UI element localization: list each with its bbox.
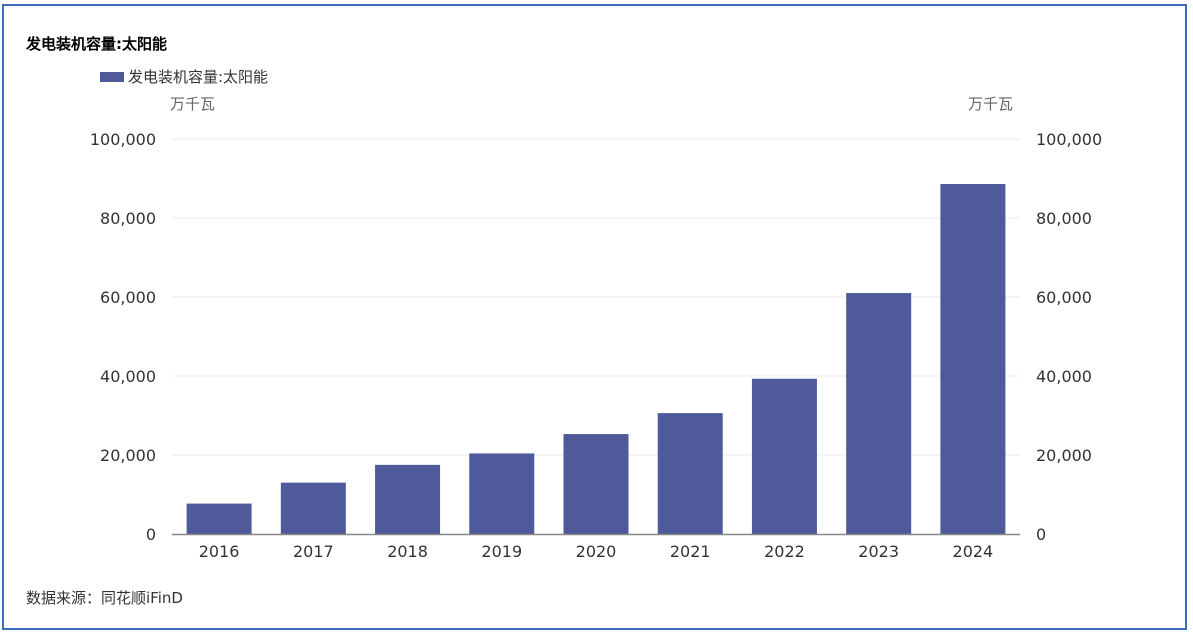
y-tick-label-left: 40,000 — [100, 367, 156, 386]
y-tick-label-left: 100,000 — [90, 130, 156, 149]
bar-2023[interactable] — [846, 293, 912, 534]
bar-2017[interactable] — [280, 482, 346, 534]
y-axis-left-unit: 万千瓦 — [170, 95, 216, 113]
y-tick-label-right: 60,000 — [1036, 288, 1092, 307]
x-tick-label: 2017 — [293, 542, 334, 561]
x-tick-label: 2019 — [481, 542, 522, 561]
chart-legend[interactable]: 发电装机容量:太阳能 — [100, 66, 268, 87]
y-tick-label-right: 40,000 — [1036, 367, 1092, 386]
y-tick-label-left: 0 — [146, 525, 156, 544]
y-axis-right-unit: 万千瓦 — [968, 95, 1014, 113]
bar-2022[interactable] — [751, 378, 817, 534]
x-tick-label: 2023 — [858, 542, 899, 561]
chart-title: 发电装机容量:太阳能 — [26, 35, 167, 53]
y-tick-label-right: 20,000 — [1036, 446, 1092, 465]
y-tick-label-right: 0 — [1036, 525, 1046, 544]
bar-2021[interactable] — [657, 413, 723, 534]
data-source-note: 数据来源：同花顺iFinD — [26, 589, 183, 607]
bar-2018[interactable] — [375, 464, 441, 534]
x-tick-label: 2021 — [670, 542, 711, 561]
x-tick-label: 2018 — [387, 542, 428, 561]
y-tick-label-left: 60,000 — [100, 288, 156, 307]
x-tick-label: 2024 — [953, 542, 994, 561]
x-tick-label: 2020 — [576, 542, 617, 561]
legend-label: 发电装机容量:太阳能 — [128, 68, 269, 86]
bar-2020[interactable] — [563, 434, 629, 534]
legend-swatch — [100, 71, 124, 82]
y-tick-label-left: 80,000 — [100, 209, 156, 228]
bar-2019[interactable] — [469, 453, 535, 534]
y-tick-label-right: 80,000 — [1036, 209, 1092, 228]
bar-2016[interactable] — [186, 503, 252, 534]
y-tick-label-left: 20,000 — [100, 446, 156, 465]
x-tick-label: 2016 — [199, 542, 240, 561]
bar-2024[interactable] — [940, 184, 1006, 534]
x-tick-label: 2022 — [764, 542, 805, 561]
tick-labels: 0 20,000 40,000 60,000 80,000 100,000 0 20,000 4… — [90, 130, 1102, 561]
bars — [186, 184, 1006, 534]
y-tick-label-right: 100,000 — [1036, 130, 1102, 149]
